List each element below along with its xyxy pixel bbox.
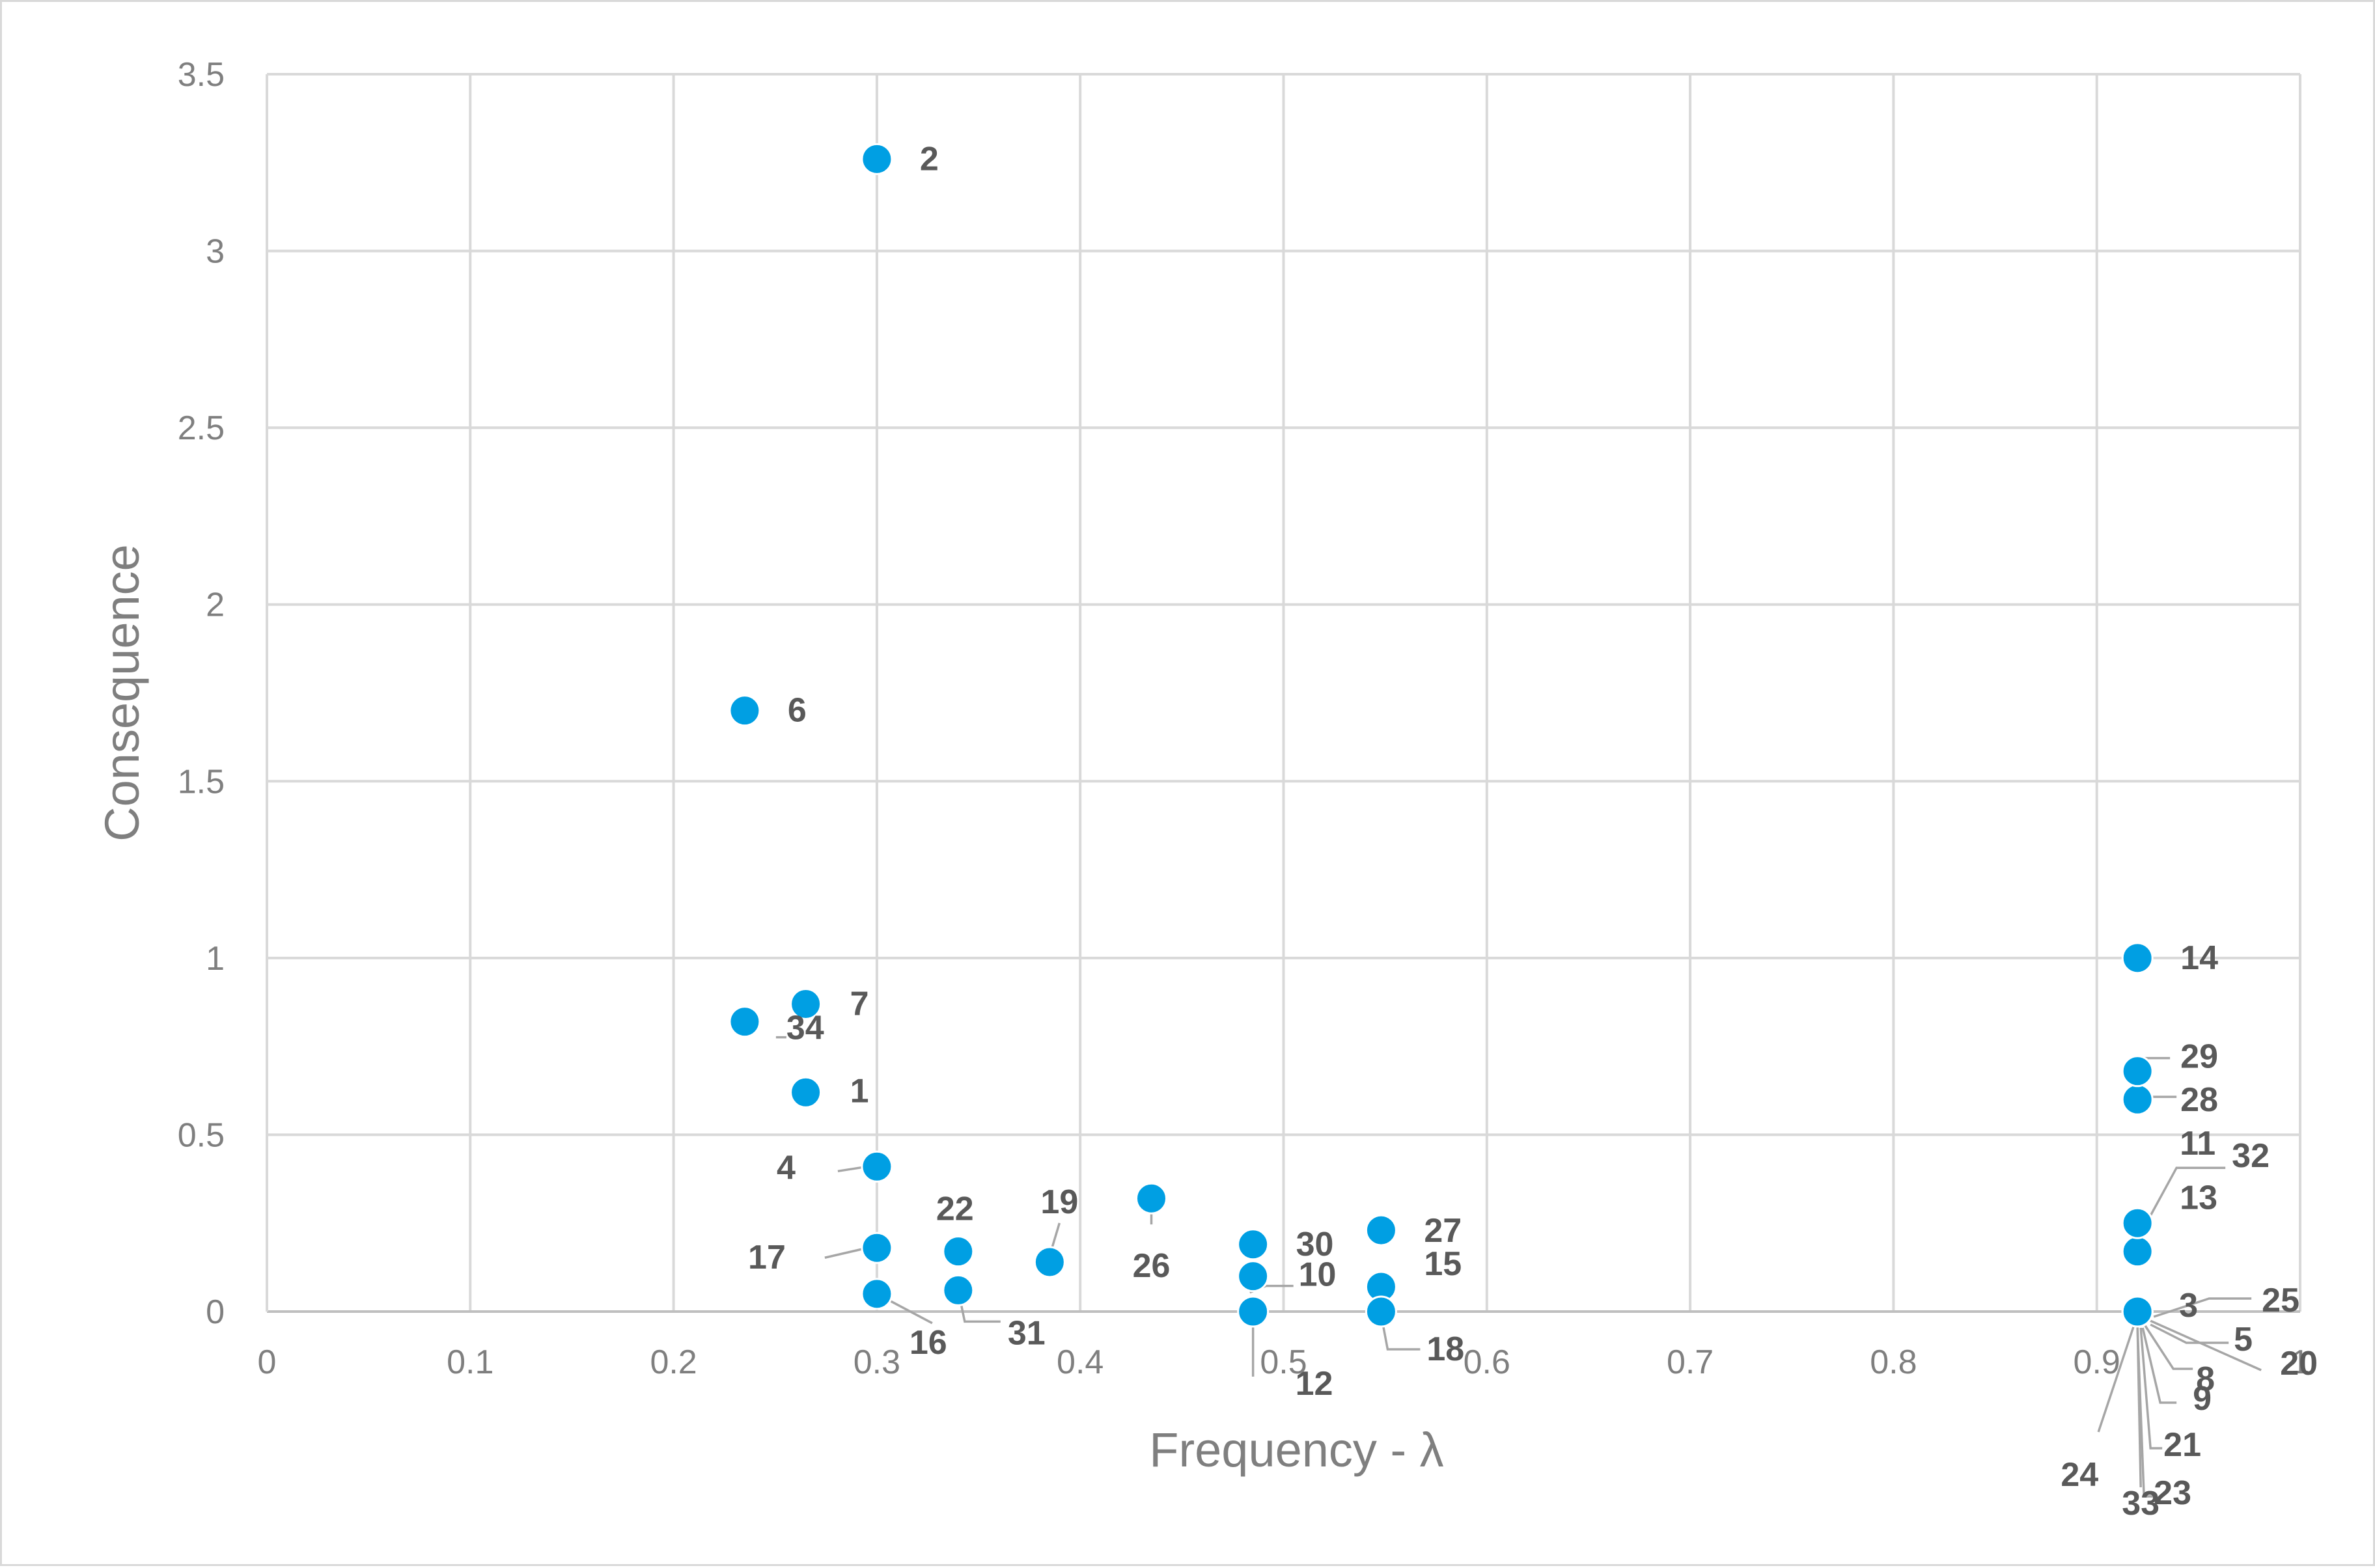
point-label-15: 15: [1424, 1245, 1462, 1283]
y-tick-label: 1.5: [178, 763, 225, 801]
point-label-23: 23: [2154, 1474, 2191, 1512]
point-label-24: 24: [2061, 1456, 2098, 1494]
data-point-16: [861, 1278, 893, 1310]
point-label-17: 17: [748, 1239, 786, 1276]
x-tick-label: 0.5: [1260, 1343, 1307, 1381]
point-label-28: 28: [2180, 1081, 2218, 1119]
point-label-16: 16: [910, 1324, 947, 1362]
point-label-32: 32: [2232, 1137, 2270, 1175]
data-point-26: [1135, 1182, 1168, 1215]
tick-labels: 0 0.1 0.2 0.3 0.4 0.5 0.6 0.7 0.8 0.9 100.511.522.…: [178, 56, 2310, 1381]
data-point-29: [2121, 1055, 2154, 1088]
point-label-10: 10: [1299, 1256, 1337, 1294]
data-point-22: [942, 1235, 975, 1268]
data-point-28: [2121, 1083, 2154, 1116]
x-tick-label: 0.2: [650, 1343, 697, 1381]
y-tick-label: 2.5: [178, 409, 225, 447]
x-tick-label: 0.7: [1667, 1343, 1714, 1381]
point-label-25: 25: [2262, 1282, 2299, 1319]
data-point-18: [1365, 1295, 1397, 1328]
point-label-9: 9: [2193, 1380, 2212, 1418]
point-label-11: 11: [2180, 1125, 2215, 1162]
data-point-34: [729, 1006, 761, 1038]
x-tick-label: 0.6: [1464, 1343, 1510, 1381]
x-tick-label: 0.3: [854, 1343, 900, 1381]
leader-line-9: [2141, 1327, 2177, 1404]
y-axis-title: Consequence: [95, 544, 149, 842]
point-label-18: 18: [1426, 1330, 1464, 1368]
data-point-1: [790, 1076, 822, 1108]
data-point-32: [2121, 1207, 2154, 1239]
x-tick-label: 0.9: [2074, 1343, 2120, 1381]
data-point-4: [861, 1150, 893, 1183]
point-label-20: 20: [2280, 1345, 2318, 1382]
data-point-6: [729, 695, 761, 727]
x-tick-label: 0.8: [1870, 1343, 1917, 1381]
data-point-17: [861, 1231, 893, 1264]
point-label-22: 22: [936, 1190, 974, 1228]
x-tick-label: 1: [2291, 1343, 2310, 1381]
point-label-1: 1: [850, 1072, 869, 1110]
point-label-2: 2: [920, 140, 939, 178]
point-label-19: 19: [1040, 1183, 1078, 1221]
grid-lines: [266, 73, 2301, 1313]
leader-line-24: [2097, 1324, 2135, 1433]
point-label-27: 27: [1424, 1212, 1462, 1250]
point-label-12: 12: [1296, 1365, 1333, 1403]
leader-line-25: [2153, 1297, 2252, 1318]
y-tick-label: 3: [206, 233, 225, 271]
y-tick-label: 3.5: [178, 56, 225, 94]
point-label-13: 13: [2180, 1179, 2217, 1217]
point-label-34: 34: [786, 1010, 824, 1047]
data-points: [729, 143, 2154, 1328]
point-label-8: 8: [2196, 1360, 2215, 1398]
point-label-6: 6: [788, 692, 807, 730]
leader-line-17: [824, 1246, 868, 1259]
point-labels: 1234567891011121314151617181920212223242…: [748, 140, 2318, 1522]
x-tick-label: 0.4: [1057, 1343, 1104, 1381]
data-point-19: [1033, 1246, 1066, 1278]
point-label-30: 30: [1296, 1226, 1334, 1263]
point-label-5: 5: [2234, 1321, 2253, 1358]
leader-line-21: [2139, 1327, 2163, 1450]
x-tick-label: 0.1: [447, 1343, 493, 1381]
point-label-29: 29: [2180, 1038, 2218, 1076]
point-label-3: 3: [2179, 1287, 2198, 1325]
data-point-10: [1237, 1260, 1270, 1293]
point-label-31: 31: [1008, 1314, 1046, 1352]
data-point-12: [1237, 1295, 1270, 1328]
point-label-33: 33: [2122, 1485, 2160, 1522]
data-point-27: [1365, 1214, 1397, 1246]
data-point-33: [2121, 1295, 2154, 1328]
point-label-26: 26: [1133, 1247, 1171, 1285]
point-label-4: 4: [777, 1149, 796, 1187]
y-tick-label: 0: [206, 1293, 225, 1331]
point-label-21: 21: [2163, 1426, 2201, 1464]
leader-line-8: [2144, 1325, 2193, 1370]
y-tick-label: 0.5: [178, 1116, 225, 1154]
leader-line-5: [2150, 1323, 2229, 1344]
data-point-31: [942, 1274, 975, 1306]
data-point-14: [2121, 942, 2154, 974]
x-tick-label: 0: [258, 1343, 277, 1381]
x-axis-title: Frequency - λ: [1149, 1423, 1443, 1477]
data-point-7: [790, 987, 822, 1020]
point-label-7: 7: [850, 985, 869, 1023]
data-point-13: [2121, 1235, 2154, 1268]
point-label-14: 14: [2180, 939, 2218, 977]
y-tick-label: 1: [206, 940, 225, 978]
data-point-2: [861, 143, 893, 175]
data-point-30: [1237, 1228, 1270, 1261]
label-leader-lines: [775, 1036, 2262, 1498]
y-tick-label: 2: [206, 586, 225, 624]
leader-line-33: [2136, 1324, 2142, 1488]
leader-line-20: [2146, 1318, 2262, 1371]
